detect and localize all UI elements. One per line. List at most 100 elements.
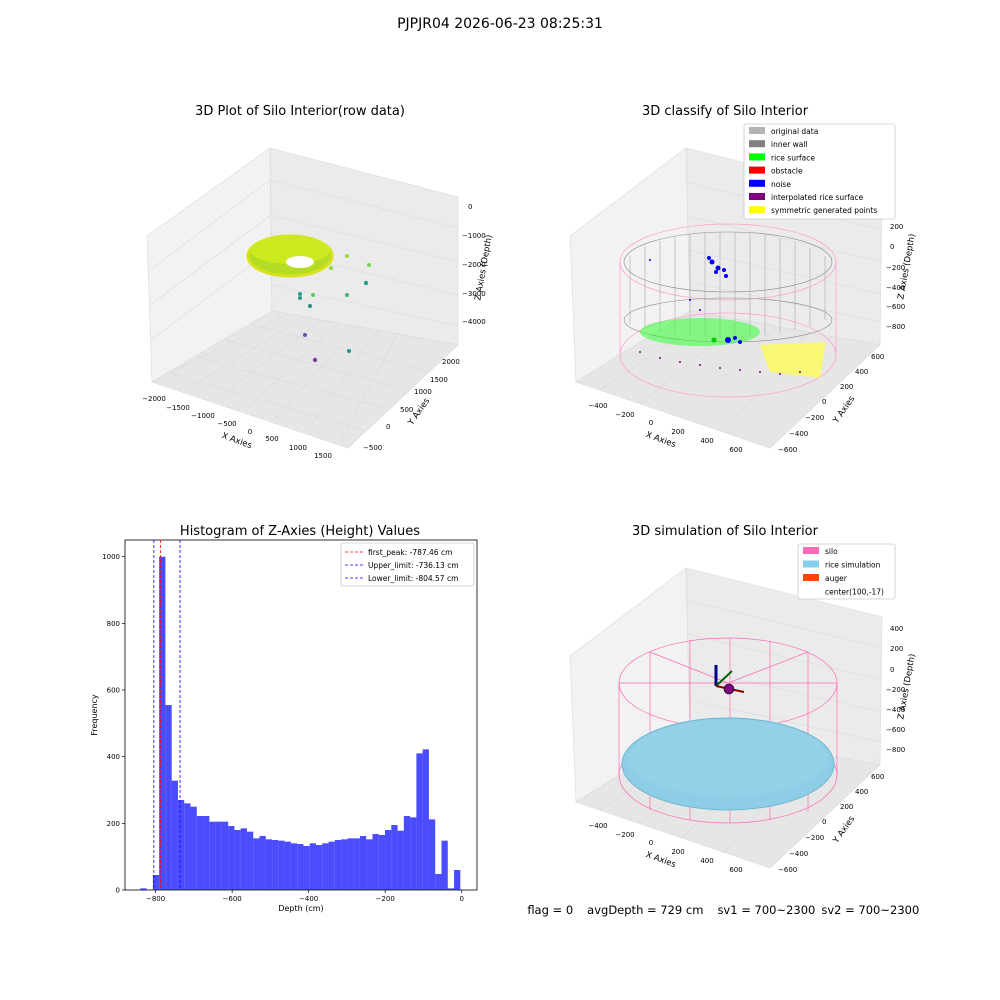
- classify-ytick: 200: [840, 383, 853, 391]
- histogram-bar: [391, 825, 398, 890]
- raw-ztick: −2000: [462, 261, 486, 269]
- raw-xlabel: X Axies: [220, 431, 253, 451]
- histogram-bar: [259, 836, 266, 890]
- classify-xtick: 600: [729, 446, 742, 454]
- histogram-bar: [303, 846, 310, 890]
- histogram-bar: [410, 817, 417, 890]
- histogram-bar: [140, 888, 147, 890]
- histogram-bar: [240, 828, 247, 890]
- histogram-bar: [397, 830, 404, 890]
- raw-plot-title: 3D Plot of Silo Interior(row data): [195, 104, 405, 119]
- classify-ztick: −400: [886, 284, 905, 292]
- raw-ztick: −3000: [462, 290, 486, 298]
- classify-zlabel: Z Axies (Depth): [896, 233, 917, 300]
- classify-xtick: 400: [700, 437, 713, 445]
- figure-suptitle: PJPJR04 2026-06-23 08:25:31: [397, 16, 603, 32]
- histogram-legend: first_peak: -787.46 cm Upper_limit: -736.…: [340, 542, 475, 587]
- histogram-bar: [284, 841, 291, 890]
- classify-ytick: −600: [778, 446, 797, 454]
- histogram-bar: [447, 888, 455, 890]
- simulation-xtick: 600: [729, 866, 742, 874]
- classify-xtick: 0: [649, 419, 653, 427]
- histogram-xlabel: Depth (cm): [278, 904, 323, 913]
- histogram-ytick-label: 200: [107, 820, 120, 828]
- histogram-xtick-label: −800: [146, 895, 165, 903]
- raw-ytick: 500: [400, 406, 413, 414]
- classify-ytick: −400: [789, 430, 808, 438]
- raw-ylabel: Y Axies: [406, 396, 433, 428]
- classify-legend-label: noise: [771, 180, 791, 189]
- raw-ztick: 0: [468, 203, 472, 211]
- simulation-plot-title: 3D simulation of Silo Interior: [632, 524, 818, 539]
- raw-zlabel: Z Axies (Depth): [473, 234, 494, 301]
- classify-xtick: −200: [615, 411, 634, 419]
- simulation-ztick: 0: [890, 666, 894, 674]
- histogram-bar: [253, 838, 260, 890]
- histogram-xtick-label: −600: [223, 895, 242, 903]
- simulation-zlabel: Z Axies (Depth): [896, 653, 917, 720]
- simulation-xtick: −400: [588, 822, 607, 830]
- histogram-legend-label: Upper_limit: -736.13 cm: [368, 561, 459, 570]
- classify-legend-swatch: [749, 153, 765, 161]
- histogram-bar: [221, 821, 229, 890]
- histogram-bar: [341, 839, 348, 890]
- simulation-ztick: 400: [890, 625, 903, 633]
- classify-xtick: 200: [671, 428, 684, 436]
- classify-ztick: 200: [890, 223, 903, 231]
- raw-ytick: −500: [363, 444, 382, 452]
- raw-xtick: 0: [248, 428, 252, 436]
- histogram-xtick-label: 0: [459, 895, 463, 903]
- classify-ztick: −600: [886, 303, 905, 311]
- histogram-bar: [441, 840, 448, 890]
- simulation-legend-label: auger: [825, 574, 848, 583]
- raw-xtick: 1000: [289, 444, 307, 452]
- simulation-legend: silo rice simulation auger center(100,-17): [797, 543, 896, 600]
- histogram-bar: [215, 821, 222, 890]
- histogram-bar: [246, 831, 254, 890]
- simulation-ytick: 600: [871, 773, 884, 781]
- histogram-bar: [385, 830, 392, 890]
- status-line: flag = 0 avgDepth = 729 cm sv1 = 700~2300 s…: [520, 889, 933, 917]
- histogram-bar: [309, 843, 316, 890]
- simulation-ytick: −600: [778, 866, 797, 874]
- histogram-bar: [315, 845, 323, 890]
- raw-ztick: −1000: [462, 232, 486, 240]
- classify-legend-swatch: [749, 140, 765, 148]
- raw-ytick: 0: [386, 423, 390, 431]
- histogram-ytick-label: 400: [107, 753, 120, 761]
- histogram-ytick-label: 800: [107, 620, 120, 628]
- classify-ztick: −200: [886, 264, 905, 272]
- raw-xtick: −1000: [191, 412, 215, 420]
- classify-legend-label: interpolated rice surface: [771, 193, 864, 202]
- classify-legend-swatch: [749, 127, 765, 134]
- histogram-bar: [184, 803, 191, 890]
- classify-ytick: 400: [855, 368, 868, 376]
- simulation-xtick: 200: [671, 848, 684, 856]
- classify-plot-title: 3D classify of Silo Interior: [641, 104, 809, 119]
- classify-legend-label: obstacle: [771, 167, 803, 176]
- classify-ytick: −200: [805, 414, 824, 422]
- status-flag: flag = 0: [527, 903, 574, 917]
- histogram-xtick-label: −200: [376, 895, 395, 903]
- raw-xtick: −1500: [166, 404, 190, 412]
- histogram-bar: [322, 843, 329, 890]
- simulation-xtick: 400: [700, 857, 713, 865]
- histogram-legend-label: first_peak: -787.46 cm: [368, 548, 452, 557]
- classify-legend-swatch: [749, 193, 765, 200]
- histogram-bar: [209, 821, 216, 890]
- classify-legend-label: inner wall: [771, 140, 808, 149]
- histogram-title: Histogram of Z-Axies (Height) Values: [179, 524, 421, 539]
- simulation-legend-swatch: [803, 547, 819, 554]
- histogram-bar: [435, 874, 442, 890]
- classify-ylabel: Y Axies: [831, 394, 858, 426]
- classify-ytick: 600: [871, 353, 884, 361]
- histogram-bar: [428, 819, 436, 890]
- histogram-bar: [177, 800, 185, 890]
- histogram-bar: [347, 838, 354, 890]
- raw-xtick: −500: [217, 420, 236, 428]
- histogram-bar: [366, 839, 373, 890]
- raw-ztick: −4000: [462, 318, 486, 326]
